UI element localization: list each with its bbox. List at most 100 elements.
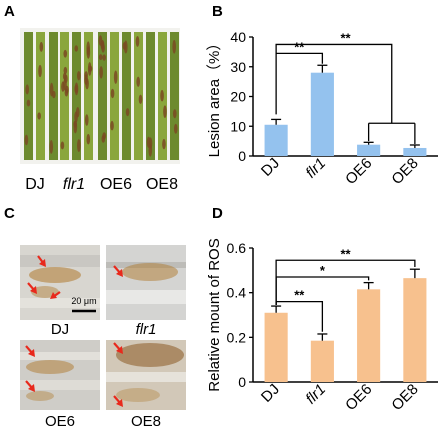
leaf-strip xyxy=(98,32,107,160)
lesion-spot xyxy=(77,139,81,152)
leaf-label-oe8: OE8 xyxy=(146,176,178,193)
micrograph-label-oe6: OE6 xyxy=(45,413,75,430)
leaf-group-labels: DJ flr1 OE6 OE8 xyxy=(25,176,178,193)
leaf-strip xyxy=(110,32,119,160)
lesion-chart-bar xyxy=(310,72,334,156)
ros-chart-bar xyxy=(264,312,288,382)
lesion-spot xyxy=(125,108,130,117)
lesion-chart-category-label: OE6 xyxy=(342,155,375,188)
ros-chart-category-label: OE8 xyxy=(388,381,421,414)
lesion-spot xyxy=(39,41,44,52)
lesion-chart-category-label: OE8 xyxy=(388,155,421,188)
lesion-spot xyxy=(49,140,54,154)
arrow-icon xyxy=(37,255,46,267)
leaf-strip xyxy=(122,32,131,160)
arrow-icon xyxy=(27,282,37,294)
lesion-spot xyxy=(38,64,42,78)
lesion-spot xyxy=(26,99,31,107)
lesion-spot xyxy=(63,78,67,91)
lesion-chart-y-tick-label: 40 xyxy=(230,29,246,45)
lesion-spot xyxy=(110,88,115,99)
ros-chart-y-axis-label: Relative mount of ROS xyxy=(206,238,223,391)
lesion-spot xyxy=(86,133,91,145)
leaf-strip xyxy=(146,32,155,160)
panel-a-letter: A xyxy=(4,3,15,20)
micrograph-dj xyxy=(20,245,100,320)
lesion-spot xyxy=(135,36,140,47)
leaf-label-flr1: flr1 xyxy=(63,176,85,193)
leaf-strip xyxy=(72,32,81,160)
lesion-chart-y-tick-label: 20 xyxy=(230,89,246,105)
lesion-spot xyxy=(136,76,140,87)
leaf-strip xyxy=(170,32,179,160)
arrow-icon xyxy=(25,345,35,357)
lesion-spot xyxy=(76,70,81,81)
lesion-spot xyxy=(173,123,178,134)
lesion-spot xyxy=(99,66,103,79)
lesion-spot xyxy=(75,107,80,118)
lesion-chart-y-axis-label: Lesion area（%） xyxy=(206,36,223,158)
scale-bar: 20 μm xyxy=(71,296,97,313)
lesion-chart-y-tick-label: 0 xyxy=(238,148,246,164)
arrow-icon xyxy=(113,395,123,407)
ros-chart: 0 0.2 0.4 0.6 DJ flr1 OE6 OE8 Relative mount of … xyxy=(206,238,438,414)
lesion-spot xyxy=(63,49,68,58)
leaf-strip xyxy=(24,32,33,160)
panel-d-letter: D xyxy=(212,205,223,222)
lesion-spot xyxy=(163,105,167,118)
ros-chart-sig-label: * xyxy=(320,263,326,278)
lesion-spot xyxy=(73,120,78,134)
leaf-label-dj: DJ xyxy=(25,176,45,193)
lesion-chart-bar xyxy=(357,144,381,156)
lesion-spot xyxy=(101,43,105,53)
ros-chart-bar xyxy=(403,278,427,382)
micrograph-label-flr1: flr1 xyxy=(136,321,157,338)
arrow-icon xyxy=(113,265,123,277)
lesion-spot xyxy=(138,94,143,104)
panel-a-leaf-photo: DJ flr1 OE6 OE8 xyxy=(20,28,180,193)
lesion-spot xyxy=(102,54,106,61)
lesion-chart-sig-bracket xyxy=(275,43,393,124)
ros-chart-category-label: OE6 xyxy=(342,381,375,414)
lesion-spot xyxy=(74,84,79,94)
lesion-chart-sig-label: ** xyxy=(294,39,305,54)
ros-chart-bar xyxy=(310,340,334,382)
ros-chart-y-tick-label: 0.6 xyxy=(227,240,247,256)
ros-chart-bar xyxy=(357,289,381,382)
lesion-spot xyxy=(49,82,54,97)
arrow-icon xyxy=(50,291,61,299)
lesion-spot xyxy=(162,138,166,150)
lesion-spot xyxy=(102,132,106,140)
lesion-spot xyxy=(110,120,114,131)
panel-c-letter: C xyxy=(4,205,15,222)
micrograph-label-dj: DJ xyxy=(51,321,69,338)
lesion-spot xyxy=(84,114,89,126)
lesion-spot xyxy=(24,134,29,146)
lesion-chart-bar xyxy=(403,147,427,156)
ros-chart-category-label: flr1 xyxy=(302,381,329,408)
micrograph-oe6 xyxy=(20,340,100,410)
lesion-spot xyxy=(172,109,177,119)
leaf-label-oe6: OE6 xyxy=(100,176,132,193)
lesion-chart-category-label: DJ xyxy=(258,155,283,180)
lesion-chart-sig-bracket xyxy=(275,52,324,115)
leaf-strip xyxy=(60,32,69,160)
lesion-spot xyxy=(88,65,93,72)
micrograph-label-oe8: OE8 xyxy=(131,413,161,430)
lesion-chart-sig-label: ** xyxy=(340,30,351,45)
ros-chart-y-tick-label: 0.2 xyxy=(227,329,247,345)
lesion-chart-y-tick-label: 10 xyxy=(230,118,246,134)
lesion-spot xyxy=(74,45,79,52)
lesion-spot xyxy=(64,88,69,97)
lesion-spot xyxy=(37,112,41,120)
ros-chart-sig-bracket xyxy=(275,276,370,305)
lesion-chart-category-label: flr1 xyxy=(302,155,329,182)
lesion-spot xyxy=(148,143,153,157)
lesion-spot xyxy=(63,66,68,75)
lesion-spot xyxy=(98,54,103,61)
micrograph-oe8 xyxy=(106,340,186,410)
ros-chart-sig-label: ** xyxy=(294,288,305,303)
ros-chart-sig-bracket xyxy=(275,259,416,305)
ros-chart-category-label: DJ xyxy=(258,381,283,406)
lesion-spot xyxy=(172,39,177,54)
